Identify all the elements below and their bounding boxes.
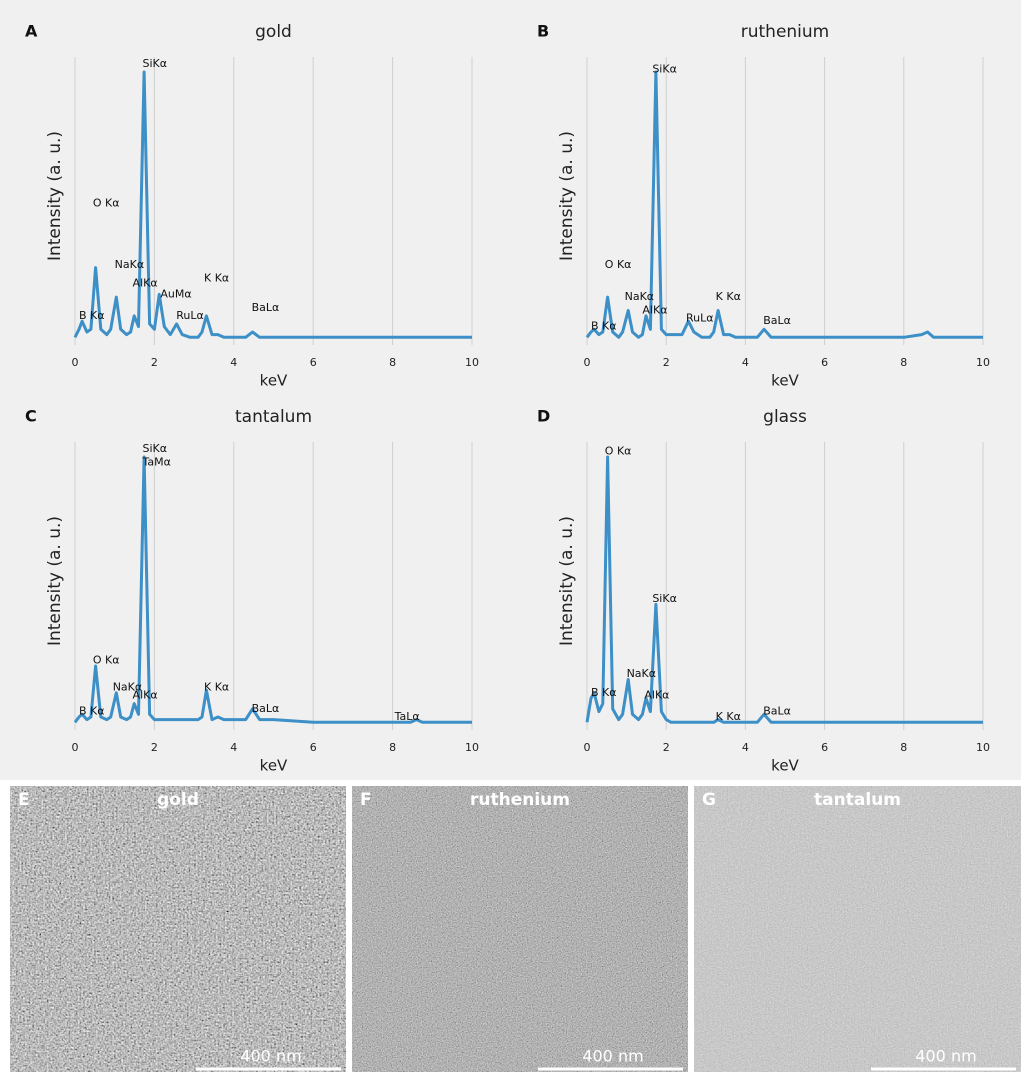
- peak-annotation: BaLα: [252, 301, 280, 314]
- x-tick-label: 8: [389, 356, 396, 369]
- peak-annotation: TaMα: [141, 455, 170, 468]
- x-tick-label: 4: [742, 356, 749, 369]
- peak-annotation: BaLα: [763, 705, 791, 718]
- peak-annotation: K Kα: [204, 680, 229, 693]
- x-tick-label: 6: [310, 741, 317, 754]
- chart-title: tantalum: [235, 407, 312, 427]
- x-tick-label: 4: [230, 741, 237, 754]
- x-tick-label: 2: [663, 356, 670, 369]
- x-tick-label: 8: [900, 356, 907, 369]
- sem-image: [10, 786, 346, 1072]
- image-title: ruthenium: [470, 790, 570, 810]
- x-tick-label: 10: [465, 741, 479, 754]
- peak-annotation: AlKα: [642, 304, 667, 317]
- x-tick-label: 4: [230, 356, 237, 369]
- peak-annotation: TaLα: [394, 710, 420, 723]
- peak-annotation: O Kα: [93, 654, 120, 667]
- peak-annotation: BaLα: [252, 702, 280, 715]
- panel-label: D: [537, 407, 550, 426]
- chart-title: glass: [763, 407, 807, 427]
- image-panel-label: G: [702, 790, 716, 810]
- peak-annotation: B Kα: [79, 705, 105, 718]
- peak-annotation: BaLα: [763, 314, 791, 327]
- peak-annotation: SiKα: [142, 442, 167, 455]
- x-axis-label: keV: [260, 372, 288, 390]
- chart-title: gold: [255, 22, 292, 42]
- x-tick-label: 10: [976, 741, 990, 754]
- peak-annotation: AlKα: [133, 689, 158, 702]
- peak-annotation: O Kα: [93, 196, 120, 209]
- image-panel-label: E: [18, 790, 30, 810]
- x-tick-label: 0: [584, 741, 591, 754]
- peak-annotation: NaKα: [113, 680, 142, 693]
- peak-annotation: O Kα: [605, 445, 632, 458]
- peak-annotation: B Kα: [79, 309, 105, 322]
- x-tick-label: 0: [584, 356, 591, 369]
- x-tick-label: 6: [310, 356, 317, 369]
- peak-annotation: K Kα: [716, 710, 741, 723]
- chart-background: [0, 0, 1021, 780]
- scale-bar-label: 400 nm: [240, 1047, 301, 1066]
- peak-annotation: RuLα: [686, 312, 714, 325]
- x-axis-label: keV: [771, 757, 799, 775]
- panel-label: A: [25, 22, 38, 41]
- peak-annotation: SiKα: [652, 62, 677, 75]
- x-axis-label: keV: [771, 372, 799, 390]
- x-tick-label: 2: [663, 741, 670, 754]
- peak-annotation: K Kα: [716, 290, 741, 303]
- peak-annotation: NaKα: [627, 667, 656, 680]
- x-tick-label: 10: [976, 356, 990, 369]
- x-tick-label: 8: [389, 741, 396, 754]
- scale-bar-label: 400 nm: [582, 1047, 643, 1066]
- x-tick-label: 4: [742, 741, 749, 754]
- x-tick-label: 6: [821, 741, 828, 754]
- peak-annotation: B Kα: [591, 686, 617, 699]
- peak-annotation: O Kα: [605, 258, 632, 271]
- peak-annotation: NaKα: [625, 290, 654, 303]
- chart-title: ruthenium: [741, 22, 830, 42]
- x-tick-label: 8: [900, 741, 907, 754]
- panel-label: C: [25, 407, 37, 426]
- panel-label: B: [537, 22, 549, 41]
- x-tick-label: 0: [72, 741, 79, 754]
- image-title: tantalum: [814, 790, 901, 810]
- peak-annotation: AuMα: [160, 287, 191, 300]
- scale-bar-label: 400 nm: [915, 1047, 976, 1066]
- spectrum-line: [585, 70, 983, 339]
- peak-annotation: RuLα: [176, 309, 204, 322]
- peak-annotation: B Kα: [591, 320, 617, 333]
- x-tick-label: 2: [151, 741, 158, 754]
- spectrum-line: [73, 455, 472, 724]
- y-axis-label: Intensity (a. u.): [45, 131, 65, 261]
- spectrum-line: [73, 70, 472, 339]
- sem-image: [352, 786, 688, 1072]
- peak-annotation: NaKα: [115, 258, 144, 271]
- peak-annotation: K Kα: [204, 271, 229, 284]
- y-axis-label: Intensity (a. u.): [557, 131, 577, 261]
- x-tick-label: 10: [465, 356, 479, 369]
- peak-annotation: AlKα: [644, 689, 669, 702]
- x-tick-label: 2: [151, 356, 158, 369]
- x-tick-label: 0: [72, 356, 79, 369]
- spectrum-line: [585, 455, 983, 724]
- x-axis-label: keV: [260, 757, 288, 775]
- y-axis-label: Intensity (a. u.): [45, 516, 65, 646]
- x-tick-label: 6: [821, 356, 828, 369]
- sem-image: [694, 786, 1021, 1072]
- peak-annotation: SiKα: [142, 57, 167, 70]
- peak-annotation: AlKα: [133, 277, 158, 290]
- image-title: gold: [157, 790, 199, 810]
- image-panel-label: F: [360, 790, 372, 810]
- y-axis-label: Intensity (a. u.): [557, 516, 577, 646]
- peak-annotation: SiKα: [652, 592, 677, 605]
